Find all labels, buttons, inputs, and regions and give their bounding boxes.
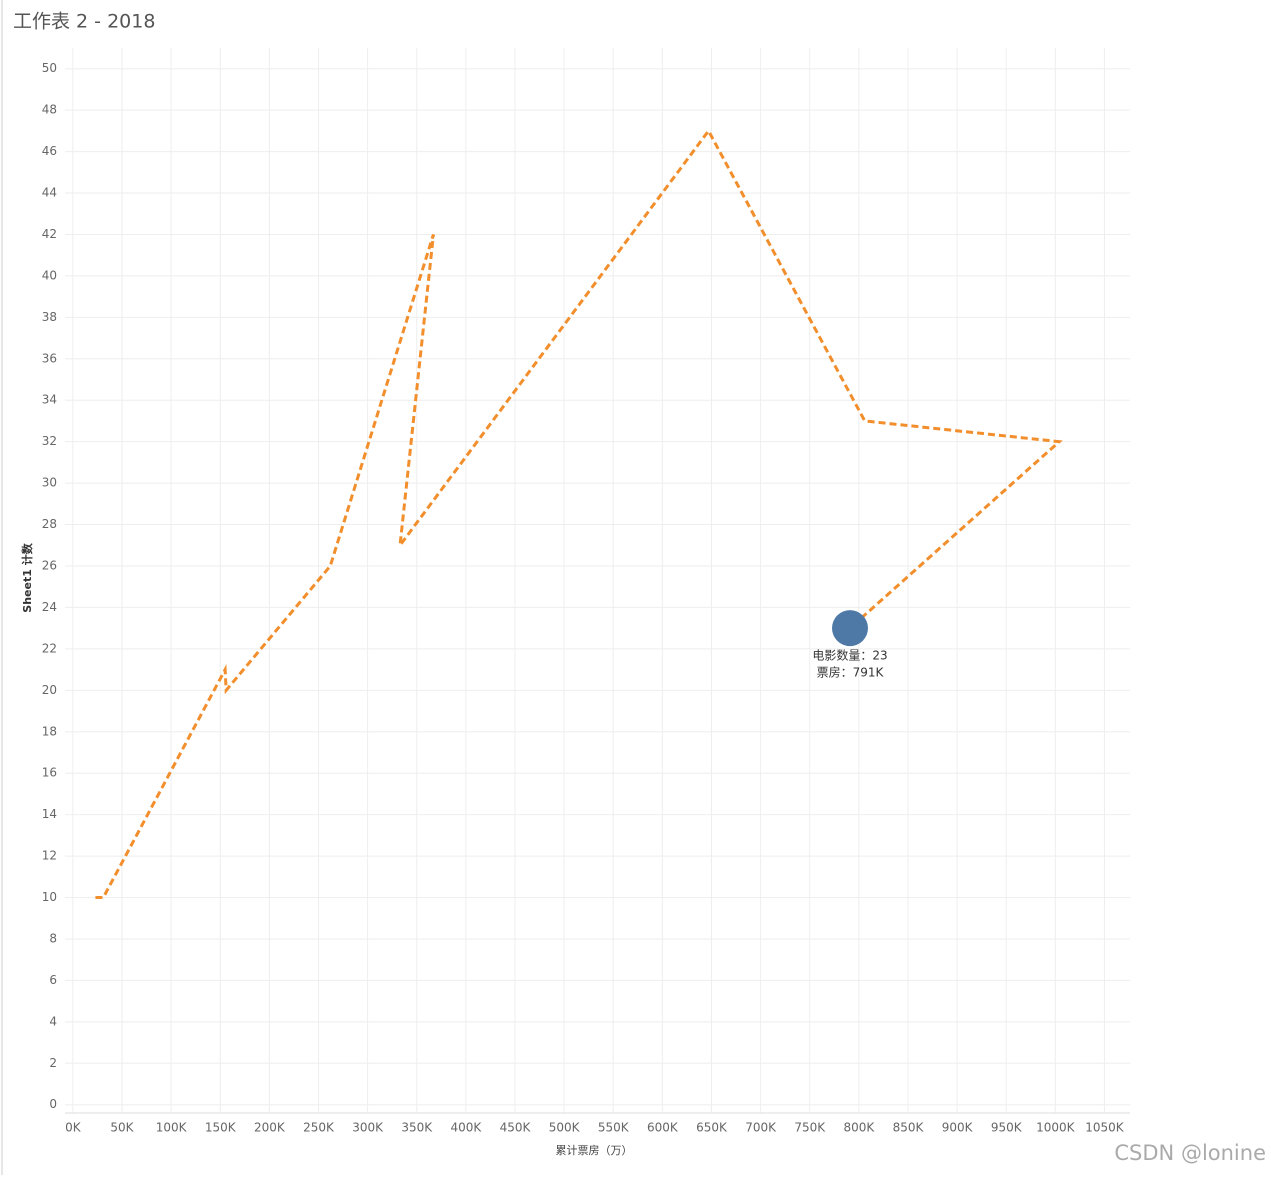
highlight-point bbox=[831, 610, 868, 647]
x-tick-label: 350K bbox=[401, 1121, 433, 1135]
x-tick-label: 0K bbox=[65, 1121, 82, 1135]
y-tick-label: 20 bbox=[42, 683, 57, 697]
y-tick-label: 26 bbox=[42, 558, 57, 572]
y-tick-label: 14 bbox=[42, 807, 57, 821]
x-tick-label: 400K bbox=[450, 1121, 482, 1135]
y-tick-label: 22 bbox=[42, 641, 57, 655]
y-tick-label: 42 bbox=[42, 227, 57, 241]
data-line bbox=[95, 128, 1063, 900]
x-tick-label: 450K bbox=[500, 1121, 532, 1135]
y-tick-label: 24 bbox=[42, 600, 57, 614]
x-tick-label: 200K bbox=[254, 1121, 286, 1135]
chart-title: 工作表 2 - 2018 bbox=[13, 11, 155, 33]
x-tick-label: 900K bbox=[942, 1121, 974, 1135]
x-tick-label: 600K bbox=[647, 1121, 679, 1135]
y-tick-label: 28 bbox=[42, 517, 57, 531]
x-tick-label: 750K bbox=[794, 1121, 826, 1135]
y-tick-label: 12 bbox=[42, 849, 57, 863]
y-tick-label: 40 bbox=[42, 268, 57, 282]
y-tick-label: 46 bbox=[42, 144, 57, 158]
x-tick-label: 500K bbox=[549, 1121, 581, 1135]
y-tick-label: 48 bbox=[42, 103, 57, 117]
x-tick-label: 50K bbox=[110, 1121, 134, 1135]
x-tick-label: 950K bbox=[991, 1121, 1023, 1135]
y-tick-label: 34 bbox=[42, 393, 57, 407]
annotation: 电影数量：23 bbox=[812, 648, 887, 663]
y-tick-label: 10 bbox=[42, 890, 57, 904]
annotation: 票房：791K bbox=[817, 665, 885, 680]
y-tick-label: 30 bbox=[42, 476, 57, 490]
x-tick-label: 850K bbox=[893, 1121, 925, 1135]
y-tick-label: 0 bbox=[49, 1097, 57, 1111]
x-tick-label: 150K bbox=[205, 1121, 237, 1135]
y-tick-label: 2 bbox=[49, 1056, 57, 1070]
y-tick-label: 18 bbox=[42, 724, 57, 738]
y-tick-label: 4 bbox=[49, 1014, 57, 1028]
y-tick-label: 50 bbox=[42, 61, 57, 75]
y-tick-label: 44 bbox=[42, 186, 57, 200]
x-tick-label: 650K bbox=[696, 1121, 728, 1135]
x-tick-label: 700K bbox=[745, 1121, 777, 1135]
y-tick-label: 8 bbox=[49, 931, 57, 945]
x-tick-label: 550K bbox=[598, 1121, 630, 1135]
x-axis-label: 累计票房（万） bbox=[556, 1144, 633, 1157]
x-tick-label: 1050K bbox=[1085, 1121, 1125, 1135]
x-tick-label: 1000K bbox=[1036, 1121, 1076, 1135]
y-axis-label: Sheet1 计数 bbox=[20, 542, 34, 612]
y-tick-label: 32 bbox=[42, 434, 57, 448]
x-tick-label: 100K bbox=[156, 1121, 188, 1135]
y-tick-label: 36 bbox=[42, 351, 57, 365]
x-tick-label: 800K bbox=[843, 1121, 875, 1135]
y-tick-label: 38 bbox=[42, 310, 57, 324]
y-tick-label: 6 bbox=[49, 973, 57, 987]
watermark: CSDN @lonine bbox=[1114, 1141, 1266, 1165]
y-tick-label: 16 bbox=[42, 766, 57, 780]
x-tick-label: 300K bbox=[352, 1121, 384, 1135]
x-tick-label: 250K bbox=[303, 1121, 335, 1135]
